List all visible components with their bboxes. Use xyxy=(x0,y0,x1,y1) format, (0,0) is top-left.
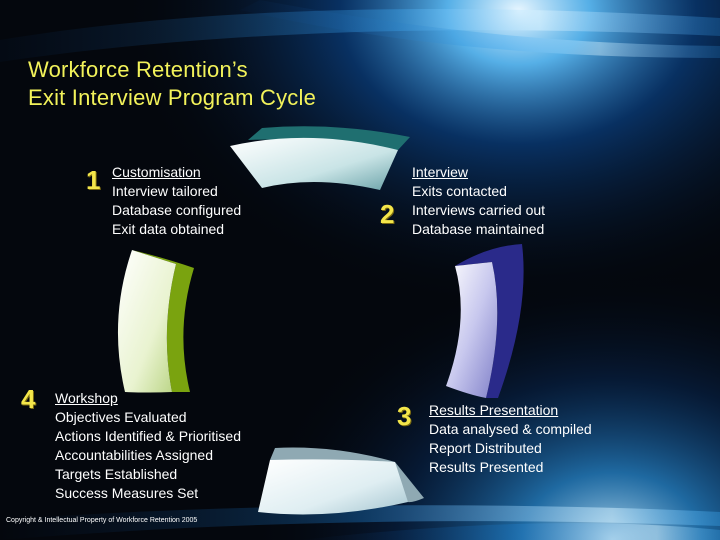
cycle-arc-top xyxy=(230,126,410,190)
step-item: Interviews carried out xyxy=(412,202,546,218)
step-item: Interview tailored xyxy=(112,183,218,199)
step-item: Actions Identified & Prioritised xyxy=(55,428,241,444)
step-number: 3 xyxy=(397,401,412,431)
cycle-arc-right xyxy=(446,244,524,398)
step-number: 2 xyxy=(380,199,395,229)
step-workshop: 4 Workshop Objectives Evaluated Actions … xyxy=(21,384,241,503)
step-item: Targets Established xyxy=(55,466,178,482)
step-item: Database configured xyxy=(112,202,242,218)
step-interview: 2 Interview Exits contacted Interviews c… xyxy=(380,163,546,239)
cycle-arc-left xyxy=(117,250,194,393)
step-customisation: 1 Customisation Interview tailored Datab… xyxy=(86,163,242,239)
step-item: Results Presented xyxy=(429,459,544,475)
copyright-notice: Copyright & Intellectual Property of Wor… xyxy=(6,517,198,524)
step-item: Report Distributed xyxy=(429,440,542,456)
step-item: Accountabilities Assigned xyxy=(55,447,213,463)
step-item: Exit data obtained xyxy=(112,221,225,237)
step-item: Database maintained xyxy=(412,221,545,237)
title-line-1: Workforce Retention’s xyxy=(28,57,248,82)
step-number: 4 xyxy=(21,384,36,414)
step-item: Data analysed & compiled xyxy=(429,421,592,437)
cycle-arc-bottom xyxy=(258,447,424,515)
step-heading: Customisation xyxy=(112,164,201,180)
step-heading: Results Presentation xyxy=(429,402,559,418)
step-heading: Interview xyxy=(412,164,469,180)
title-line-2: Exit Interview Program Cycle xyxy=(28,85,317,110)
step-item: Objectives Evaluated xyxy=(55,409,187,425)
step-number: 1 xyxy=(86,165,101,195)
step-item: Exits contacted xyxy=(412,183,507,199)
step-results-presentation: 3 Results Presentation Data analysed & c… xyxy=(397,401,592,477)
step-heading: Workshop xyxy=(55,390,118,406)
step-item: Success Measures Set xyxy=(55,485,199,501)
slide-title: Workforce Retention’s Exit Interview Pro… xyxy=(28,56,316,112)
